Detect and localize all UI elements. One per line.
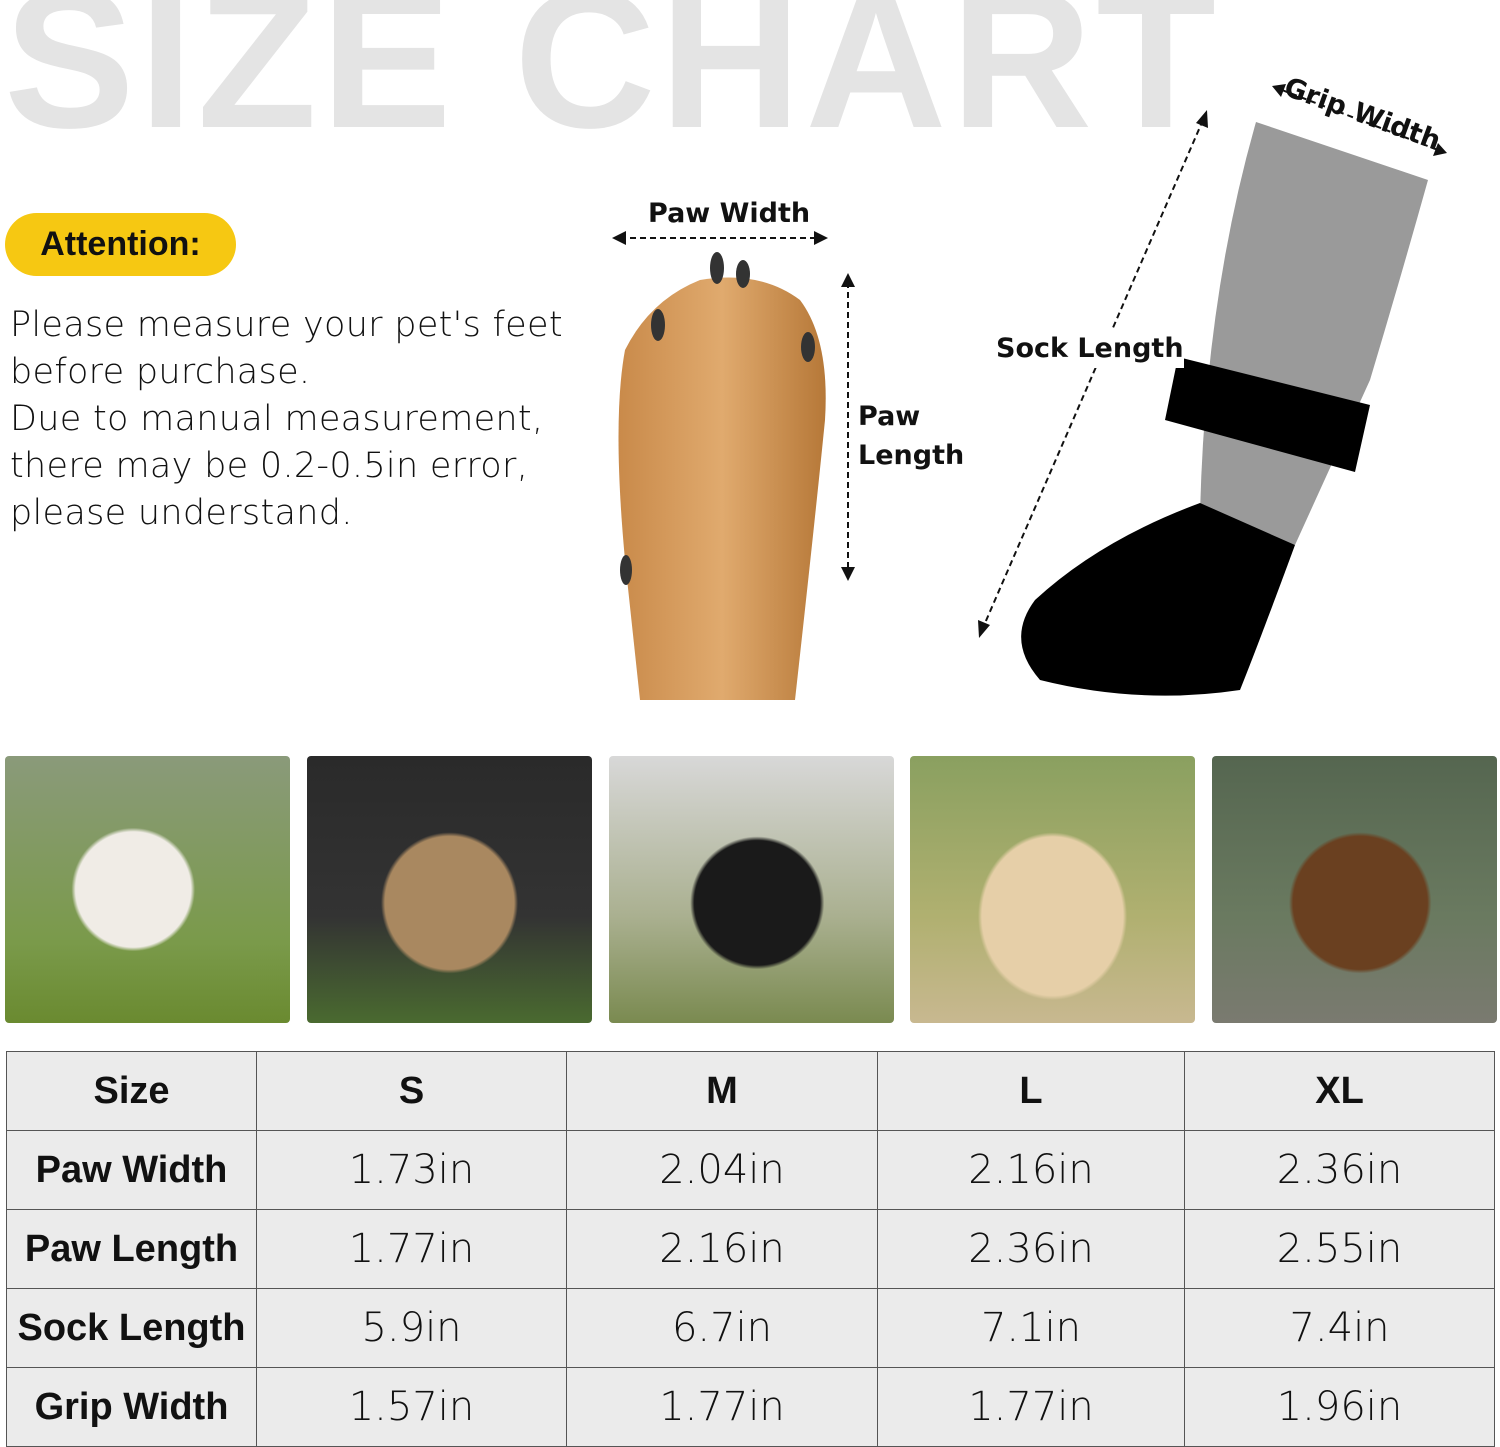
table-header-cell: XL — [1184, 1051, 1495, 1131]
table-cell: 1.96in — [1184, 1367, 1495, 1447]
photo-border-collie — [609, 756, 894, 1023]
sock-length-label: Sock Length — [996, 329, 1184, 368]
table-header-cell: M — [566, 1051, 878, 1131]
table-cell: 5.9in — [256, 1288, 567, 1368]
table-row: Grip Width 1.57in 1.77in 1.77in 1.96in — [6, 1367, 1495, 1447]
photo-french-bulldog — [307, 756, 592, 1023]
sock-image — [1021, 122, 1428, 696]
table-header-cell: Size — [6, 1051, 257, 1131]
table-cell: 2.16in — [566, 1209, 878, 1289]
table-cell: 2.55in — [1184, 1209, 1495, 1289]
photo-labrador-retriever — [910, 756, 1195, 1023]
attention-text: Please measure your pet's feet before pu… — [10, 302, 563, 537]
table-cell: 7.1in — [877, 1288, 1185, 1368]
paw-length-label: Length — [858, 440, 965, 471]
attention-line: there may be 0.2-0.5in error, — [10, 446, 529, 486]
table-cell: 2.04in — [566, 1130, 878, 1210]
row-label: Paw Width — [6, 1130, 257, 1210]
table-cell: 1.77in — [256, 1209, 567, 1289]
table-header-cell: L — [877, 1051, 1185, 1131]
paw-length-label: Paw — [858, 401, 921, 432]
size-table: Size S M L XL Paw Width 1.73in 2.04in 2.… — [6, 1051, 1495, 1447]
table-header-row: Size S M L XL — [6, 1051, 1495, 1131]
row-label: Sock Length — [6, 1288, 257, 1368]
table-cell: 7.4in — [1184, 1288, 1495, 1368]
photo-german-shepherd — [1212, 756, 1497, 1023]
attention-line: Please measure your pet's feet — [10, 305, 563, 345]
table-cell: 6.7in — [566, 1288, 878, 1368]
attention-line: before purchase. — [10, 352, 311, 392]
table-cell: 2.16in — [877, 1130, 1185, 1210]
table-cell: 1.57in — [256, 1367, 567, 1447]
table-cell: 1.73in — [256, 1130, 567, 1210]
table-row: Paw Length 1.77in 2.16in 2.36in 2.55in — [6, 1209, 1495, 1289]
dog-paw-image — [618, 252, 826, 700]
table-row: Paw Width 1.73in 2.04in 2.16in 2.36in — [6, 1130, 1495, 1210]
row-label: Grip Width — [6, 1367, 257, 1447]
photo-west-highland-terrier — [5, 756, 290, 1023]
table-cell: 2.36in — [877, 1209, 1185, 1289]
paw-width-label: Paw Width — [648, 198, 811, 229]
table-row: Sock Length 5.9in 6.7in 7.1in 7.4in — [6, 1288, 1495, 1368]
attention-badge: Attention: — [5, 213, 236, 276]
table-cell: 1.77in — [877, 1367, 1185, 1447]
size-chart-title: SIZE CHART — [4, 0, 1220, 169]
measurement-diagram — [612, 84, 1447, 700]
table-cell: 2.36in — [1184, 1130, 1495, 1210]
table-cell: 1.77in — [566, 1367, 878, 1447]
table-header-cell: S — [256, 1051, 567, 1131]
row-label: Paw Length — [6, 1209, 257, 1289]
attention-line: Due to manual measurement, — [10, 399, 544, 439]
attention-line: please understand. — [10, 493, 353, 533]
